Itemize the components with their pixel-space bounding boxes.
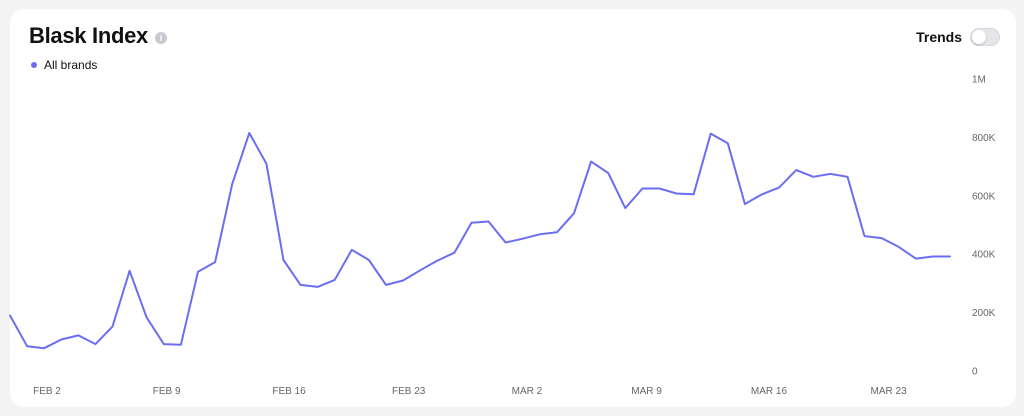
legend-dot-icon (31, 62, 37, 68)
x-tick-label: MAR 16 (751, 386, 788, 397)
y-tick-label: 400K (972, 250, 996, 261)
info-icon[interactable]: i (154, 31, 167, 44)
chart-card: Blask Index i All brands Trends (10, 9, 1016, 407)
legend: All brands (31, 58, 97, 72)
x-tick-label: MAR 9 (631, 386, 662, 397)
x-tick-label: FEB 23 (392, 386, 426, 397)
y-tick-label: 600K (972, 191, 996, 202)
y-tick-label: 800K (972, 133, 996, 144)
series-group (9, 132, 951, 350)
x-tick-label: FEB 2 (33, 386, 61, 397)
title-group: Blask Index i (29, 23, 167, 49)
trends-control: Trends (916, 28, 1000, 46)
toggle-knob (972, 30, 986, 44)
chart-title: Blask Index (29, 23, 148, 48)
x-tick-label: MAR 23 (871, 386, 908, 397)
y-tick-label: 200K (972, 308, 996, 319)
y-tick-label: 0 (972, 367, 978, 378)
x-tick-label: MAR 2 (512, 386, 543, 397)
trends-label: Trends (916, 29, 962, 45)
series-line-all-brands[interactable] (9, 132, 951, 350)
x-tick-label: FEB 16 (272, 386, 306, 397)
x-axis: FEB 2 FEB 9 FEB 16 FEB 23 MAR 2 MAR 9 MAR 16 MA… (33, 386, 907, 397)
legend-label: All brands (44, 58, 98, 72)
trends-toggle[interactable] (970, 28, 1000, 46)
x-tick-label: FEB 9 (153, 386, 181, 397)
y-tick-label: 1M (972, 75, 986, 86)
y-axis: 0 200K 400K 600K 800K 1M (972, 75, 996, 378)
